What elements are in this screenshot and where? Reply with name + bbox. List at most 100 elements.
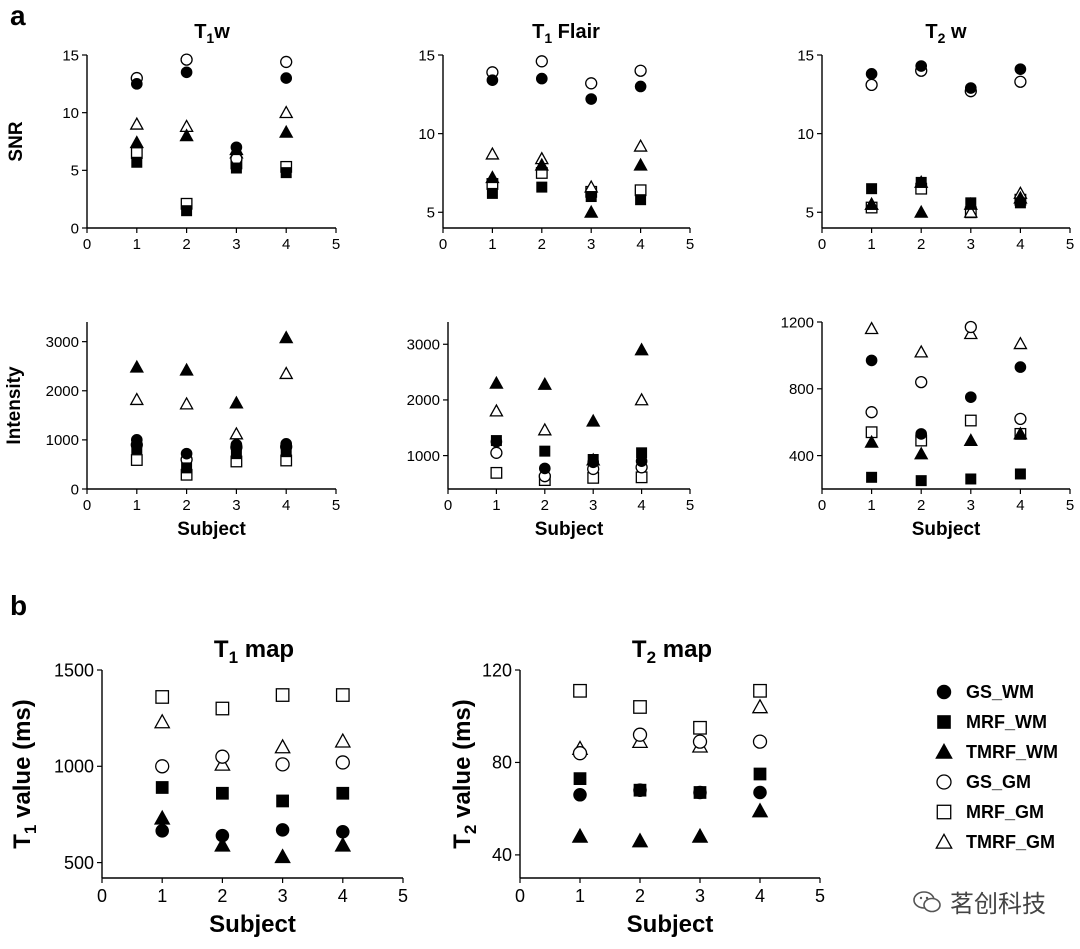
- point-mrf-wm: [536, 181, 548, 193]
- x-tick-label: 0: [83, 236, 91, 253]
- x-tick-label: 1: [133, 497, 141, 514]
- point-mrf-wm: [280, 167, 292, 179]
- point-gs-wm: [130, 434, 143, 446]
- x-tick-label: 3: [278, 886, 288, 906]
- point-tmrf-gm: [274, 738, 291, 754]
- x-tick-label: 0: [818, 236, 826, 253]
- chart-snr_t2w: 0 1 2 3 4 5 5 10 15 T2 w: [797, 21, 1074, 253]
- x-tick-label: 2: [182, 236, 190, 253]
- y-tick-label: 1000: [407, 448, 440, 465]
- point-gs-gm: [964, 320, 977, 334]
- x-tick-label: 2: [182, 497, 190, 514]
- point-gs-wm: [230, 141, 243, 154]
- chart-int_t1flair: 0 1 2 3 4 5 1000 2000 3000 Subject: [407, 322, 694, 540]
- y-tick-label: 1500: [54, 660, 94, 680]
- point-tmrf-wm: [914, 204, 929, 218]
- x-tick-label: 2: [917, 236, 925, 253]
- panel-label-a: a: [10, 0, 26, 31]
- point-mrf-wm: [539, 445, 551, 457]
- point-tmrf-gm: [633, 138, 648, 152]
- point-gs-wm: [634, 80, 647, 93]
- y-tick-label: 1000: [46, 432, 79, 449]
- legend-marker-mrf-gm: [936, 804, 952, 820]
- x-tick-label: 3: [587, 236, 595, 253]
- y-tick-label: 5: [71, 163, 79, 180]
- x-tick-label: 1: [575, 886, 585, 906]
- y-tick-label: 10: [62, 105, 79, 122]
- point-tmrf-wm: [534, 157, 549, 171]
- legend-label: GS_WM: [966, 682, 1034, 702]
- point-gs-gm: [280, 55, 293, 69]
- point-gs-wm: [1014, 63, 1027, 75]
- x-tick-label: 4: [282, 236, 290, 253]
- point-tmrf-wm: [153, 809, 171, 825]
- point-tmrf-gm: [1013, 336, 1028, 350]
- y-tick-label: 40: [492, 845, 512, 865]
- point-gs-wm: [915, 428, 928, 440]
- y-tick-label: 10: [797, 126, 814, 143]
- x-tick-label: 4: [636, 236, 644, 253]
- x-tick-label: 0: [818, 497, 826, 514]
- x-tick-label: 0: [439, 236, 447, 253]
- x-tick-label: 5: [686, 497, 694, 514]
- point-tmrf-wm: [537, 376, 552, 390]
- point-gs-gm: [865, 406, 878, 419]
- legend-marker-tmrf-gm: [935, 832, 953, 849]
- point-tmrf-wm: [274, 848, 291, 864]
- point-tmrf-wm: [631, 832, 649, 848]
- point-mrf-wm: [573, 772, 587, 785]
- panel-label-b: b: [10, 590, 28, 621]
- point-tmrf-gm: [279, 105, 294, 119]
- legend-label: GS_GM: [966, 772, 1031, 792]
- x-tick-label: 3: [589, 497, 597, 514]
- point-mrf-wm: [866, 471, 878, 483]
- legend-label: TMRF_GM: [966, 832, 1055, 852]
- point-tmrf-wm: [179, 362, 194, 376]
- point-tmrf-wm: [571, 827, 589, 843]
- x-tick-label: 1: [867, 236, 875, 253]
- y-tick-label: 15: [62, 47, 79, 64]
- point-gs-gm: [572, 746, 588, 761]
- point-tmrf-wm: [179, 128, 194, 142]
- point-tmrf-wm: [129, 135, 144, 149]
- x-tick-label: 0: [97, 886, 107, 906]
- point-mrf-wm: [635, 194, 647, 206]
- point-gs-wm: [587, 456, 600, 469]
- point-tmrf-wm: [129, 359, 144, 373]
- point-tmrf-gm: [963, 204, 978, 218]
- point-tmrf-wm: [489, 375, 504, 389]
- point-mrf-gm: [155, 690, 170, 704]
- point-gs-wm: [130, 78, 143, 90]
- x-tick-label: 0: [515, 886, 525, 906]
- point-mrf-wm: [1014, 468, 1026, 480]
- point-gs-gm: [1014, 412, 1027, 426]
- point-mrf-gm: [753, 683, 767, 698]
- point-tmrf-gm: [489, 403, 504, 417]
- y-tick-label: 3000: [46, 334, 79, 351]
- point-mrf-gm: [635, 471, 648, 484]
- point-tmrf-wm: [963, 433, 978, 447]
- point-gs-gm: [632, 727, 648, 742]
- chart-title: T2 w: [925, 21, 967, 46]
- point-mrf-wm: [155, 781, 169, 794]
- chart-int_t1w: 0 1 2 3 4 5 0 1000 2000 3000 Subject Intensity: [4, 322, 340, 540]
- y-tick-label: 3000: [407, 337, 440, 354]
- x-tick-label: 3: [232, 497, 240, 514]
- point-mrf-gm: [490, 466, 503, 479]
- x-tick-label: 5: [398, 886, 408, 906]
- x-tick-label: 1: [492, 497, 500, 514]
- y-tick-label: 0: [71, 220, 79, 237]
- point-mrf-gm: [633, 700, 647, 714]
- x-tick-label: 0: [83, 497, 91, 514]
- point-mrf-gm: [964, 414, 977, 427]
- point-gs-wm: [753, 785, 767, 800]
- point-tmrf-wm: [634, 342, 649, 356]
- point-tmrf-wm: [914, 446, 929, 460]
- y-tick-label: 2000: [407, 392, 440, 409]
- x-tick-label: 5: [332, 236, 340, 253]
- point-gs-wm: [964, 82, 977, 94]
- y-tick-label: 5: [427, 205, 435, 222]
- point-gs-gm: [180, 53, 193, 66]
- point-mrf-wm: [753, 767, 767, 781]
- point-mrf-wm: [965, 197, 977, 209]
